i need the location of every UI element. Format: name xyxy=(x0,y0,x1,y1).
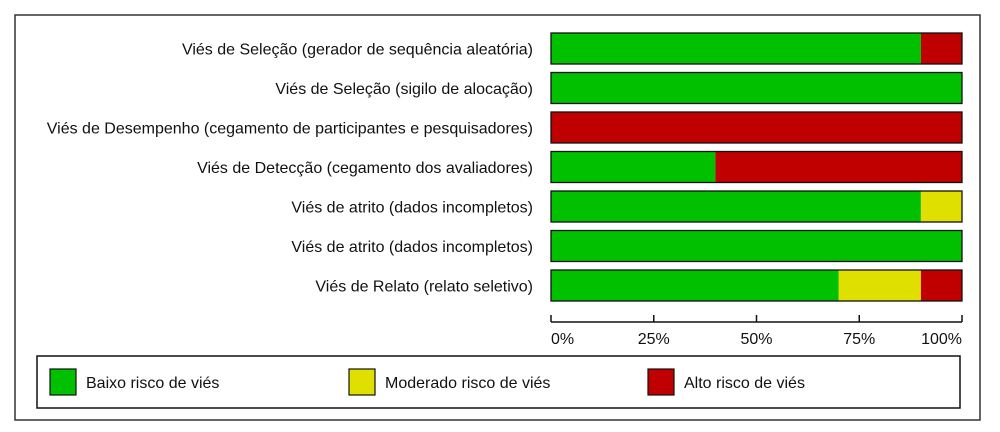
legend-swatch xyxy=(348,368,376,396)
bar-segment xyxy=(551,191,921,222)
legend-label: Alto risco de viés xyxy=(684,375,805,392)
bar-segment xyxy=(715,151,962,183)
legend: Baixo risco de viés Moderado risco de vié… xyxy=(49,368,805,396)
bar-outline xyxy=(550,150,963,184)
bar-segment xyxy=(551,230,962,262)
bar-outline xyxy=(550,190,963,223)
bar-outline xyxy=(550,111,963,144)
category-label: Viés de Relato (relato seletivo) xyxy=(315,279,533,296)
category-labels: Viés de Seleção (gerador de sequência al… xyxy=(47,42,533,296)
bar-segment xyxy=(551,270,839,301)
category-label: Viés de Seleção (sigilo de alocação) xyxy=(275,81,533,98)
legend-label: Moderado risco de viés xyxy=(385,375,550,392)
bar-segment xyxy=(551,72,962,104)
legend-label: Baixo risco de viés xyxy=(86,375,219,392)
bar-segment xyxy=(920,33,962,64)
bar-segment xyxy=(920,270,962,301)
legend-frame xyxy=(36,355,961,409)
bar-segment xyxy=(838,270,921,301)
bar-outline xyxy=(550,71,963,105)
legend-swatch xyxy=(49,368,77,396)
x-tick-label: 25% xyxy=(638,331,670,348)
x-tick-label: 75% xyxy=(843,331,875,348)
bar-segment xyxy=(551,151,716,183)
bar-outline xyxy=(550,229,963,263)
x-tick-label: 0% xyxy=(551,331,574,348)
x-tick-label: 100% xyxy=(921,331,962,348)
bar-segment xyxy=(551,33,921,64)
category-label: Viés de Detecção (cegamento dos avaliado… xyxy=(197,160,533,177)
category-label: Viés de atrito (dados incompletos) xyxy=(291,239,533,256)
bar-segment xyxy=(920,191,962,222)
category-label: Viés de Seleção (gerador de sequência al… xyxy=(182,42,533,59)
x-tick-label: 50% xyxy=(740,331,772,348)
category-label: Viés de Desempenho (cegamento de partici… xyxy=(47,121,533,138)
bar-outline xyxy=(550,32,963,65)
category-label: Viés de atrito (dados incompletos) xyxy=(291,200,533,217)
bar-outline xyxy=(550,269,963,302)
bars xyxy=(550,32,963,302)
chart-frame xyxy=(14,14,981,421)
bar-segment xyxy=(551,112,962,143)
x-axis: 0% 25% 50% 75% 100% xyxy=(550,315,963,348)
legend-swatch xyxy=(647,368,675,396)
